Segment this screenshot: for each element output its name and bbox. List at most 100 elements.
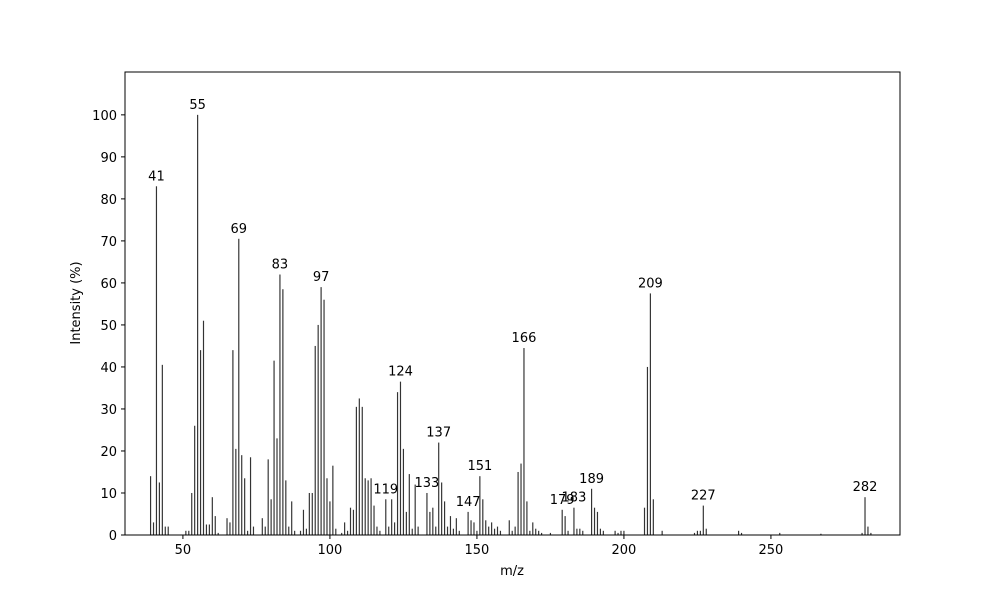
- plot-frame: [124, 71, 901, 536]
- bar: [549, 532, 552, 535]
- peak-label: 151: [467, 459, 492, 474]
- peak-label: 97: [313, 270, 330, 285]
- bar: [399, 381, 402, 535]
- bar: [202, 320, 205, 535]
- bar: [705, 528, 707, 535]
- bar: [405, 511, 407, 535]
- y-tick-label: 70: [100, 235, 117, 250]
- bar: [408, 474, 410, 535]
- x-tick-label: 200: [612, 543, 637, 558]
- bar: [429, 511, 431, 535]
- bar: [538, 530, 540, 535]
- bar: [208, 524, 210, 535]
- bar: [526, 501, 528, 535]
- y-tick-label: 20: [100, 445, 117, 460]
- bar: [188, 530, 190, 535]
- bar: [479, 476, 481, 535]
- bar: [364, 478, 366, 535]
- bar: [211, 497, 213, 535]
- bar: [376, 526, 378, 535]
- bar: [235, 448, 237, 535]
- bar: [346, 530, 349, 535]
- bar: [288, 526, 290, 535]
- bar: [167, 526, 169, 535]
- bar: [441, 482, 443, 535]
- bar: [294, 530, 296, 535]
- bar: [299, 530, 302, 535]
- bar: [152, 522, 155, 535]
- bar: [661, 530, 663, 535]
- bar: [511, 530, 513, 535]
- bar: [467, 511, 469, 535]
- bar: [402, 448, 405, 535]
- bar: [249, 457, 252, 535]
- bar: [541, 532, 543, 535]
- y-tick-label: 0: [109, 529, 117, 544]
- peak-label: 227: [691, 489, 716, 504]
- bar: [593, 507, 596, 535]
- bar: [499, 530, 502, 535]
- peak-label: 55: [189, 98, 206, 113]
- bar: [352, 509, 355, 535]
- bar: [561, 509, 563, 535]
- bar: [517, 471, 519, 535]
- bar: [314, 345, 316, 535]
- bar: [241, 455, 243, 535]
- bar: [302, 509, 305, 535]
- bar: [573, 507, 575, 535]
- bar: [199, 350, 202, 535]
- y-axis-label: Intensity (%): [69, 261, 84, 344]
- y-tick-label: 100: [92, 109, 117, 124]
- bar: [273, 360, 275, 535]
- bar: [740, 532, 743, 535]
- bar: [214, 516, 216, 535]
- bar: [508, 520, 510, 535]
- bar: [520, 463, 522, 535]
- bar: [396, 392, 399, 535]
- bar: [205, 524, 208, 535]
- bar: [443, 501, 446, 535]
- bar: [285, 480, 287, 535]
- bar: [270, 499, 272, 535]
- bar: [267, 459, 269, 535]
- bar: [385, 499, 387, 535]
- bar: [455, 518, 457, 535]
- peak-label: 137: [426, 426, 451, 441]
- bar: [417, 526, 419, 535]
- bar: [414, 484, 416, 535]
- bar: [435, 526, 437, 535]
- bar: [820, 533, 822, 535]
- bar: [702, 505, 704, 535]
- bar: [191, 492, 193, 535]
- peak-label: 133: [415, 476, 440, 491]
- y-tick-label: 40: [100, 361, 117, 376]
- bar: [643, 507, 646, 535]
- bar: [567, 530, 569, 535]
- bar: [452, 528, 454, 535]
- bar: [514, 526, 516, 535]
- bar: [229, 522, 231, 535]
- bar: [779, 532, 781, 535]
- x-axis-label: m/z: [500, 564, 524, 579]
- bar: [473, 522, 475, 535]
- bar: [470, 520, 472, 535]
- bar: [614, 530, 616, 535]
- peak-label: 282: [853, 480, 878, 495]
- bar: [564, 516, 566, 535]
- bar: [320, 287, 322, 535]
- bar: [305, 528, 307, 535]
- bar: [582, 530, 584, 535]
- bar: [493, 528, 496, 535]
- bar: [279, 274, 281, 535]
- peak-label: 69: [231, 222, 248, 237]
- peak-label: 183: [562, 491, 587, 506]
- bar: [370, 478, 372, 535]
- bar: [693, 532, 696, 535]
- bar: [535, 528, 537, 535]
- bar: [308, 492, 310, 535]
- bar: [217, 532, 219, 535]
- bar: [329, 501, 331, 535]
- peak-label: 119: [373, 482, 398, 497]
- bar: [738, 530, 740, 535]
- x-tick-label: 250: [759, 543, 784, 558]
